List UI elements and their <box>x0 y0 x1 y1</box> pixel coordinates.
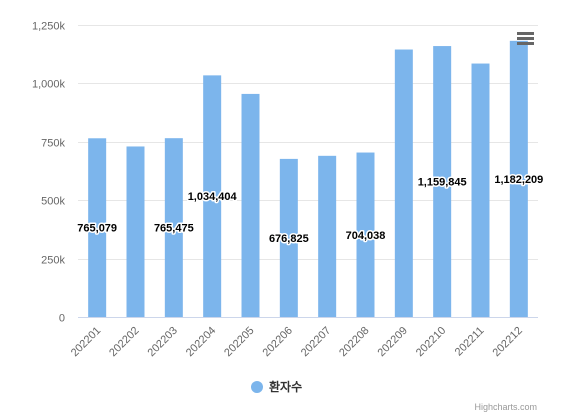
bar-202212[interactable] <box>509 40 528 318</box>
credits[interactable]: Highcharts.com <box>474 402 537 412</box>
bar-202207[interactable] <box>318 155 337 317</box>
y-tick-label: 0 <box>59 313 65 325</box>
y-tick-label: 500k <box>41 196 65 208</box>
x-tick-label: 202212 <box>491 325 525 359</box>
bar-202205[interactable] <box>241 93 260 317</box>
bar-202206[interactable] <box>279 158 298 317</box>
data-label: 1,159,845 <box>418 177 467 189</box>
data-label: 1,034,404 <box>188 191 238 203</box>
x-tick-label: 202203 <box>146 325 180 359</box>
y-axis-tick-labels: 0 250k 500k 750k 1,000k 1,250k <box>32 21 66 325</box>
bar-202202[interactable] <box>126 146 145 317</box>
data-label: 676,825 <box>269 233 309 245</box>
legend-series-label[interactable]: 환자수 <box>269 379 302 394</box>
x-tick-label: 202208 <box>337 325 371 359</box>
x-tick-label: 202206 <box>261 325 295 359</box>
x-tick-label: 202201 <box>69 325 103 359</box>
x-axis-tick-labels: 202201 202202 202203 202204 202205 202206 2022… <box>69 325 525 359</box>
data-labels: 765,079 765,475 1,034,404 676,825 704,038 1,1… <box>76 172 545 246</box>
data-label: 704,038 <box>346 230 386 242</box>
bar-202203[interactable] <box>164 138 183 317</box>
bar-202204[interactable] <box>203 75 222 318</box>
x-tick-label: 202204 <box>184 325 218 359</box>
x-tick-label: 202209 <box>376 325 410 359</box>
x-tick-label: 202202 <box>107 325 141 359</box>
x-tick-label: 202210 <box>414 325 448 359</box>
y-tick-label: 250k <box>41 255 65 267</box>
data-label: 765,475 <box>154 223 194 235</box>
bar-202209[interactable] <box>394 49 413 317</box>
y-gridlines <box>78 25 538 318</box>
legend-series-marker[interactable] <box>251 381 263 393</box>
bar-202210[interactable] <box>433 46 452 317</box>
y-tick-label: 750k <box>41 138 65 150</box>
x-tick-label: 202207 <box>299 325 333 359</box>
bar-202208[interactable] <box>356 152 375 317</box>
bar-series[interactable] <box>88 40 528 318</box>
y-tick-label: 1,000k <box>32 79 66 91</box>
context-menu-button[interactable] <box>513 26 537 48</box>
legend[interactable]: 환자수 <box>251 379 302 394</box>
bar-202201[interactable] <box>88 138 107 317</box>
x-tick-label: 202211 <box>453 325 487 359</box>
x-tick-label: 202205 <box>222 325 256 359</box>
data-label: 765,079 <box>77 223 117 235</box>
data-label: 1,182,209 <box>494 174 543 186</box>
y-tick-label: 1,250k <box>32 21 66 33</box>
bar-202211[interactable] <box>471 63 490 317</box>
